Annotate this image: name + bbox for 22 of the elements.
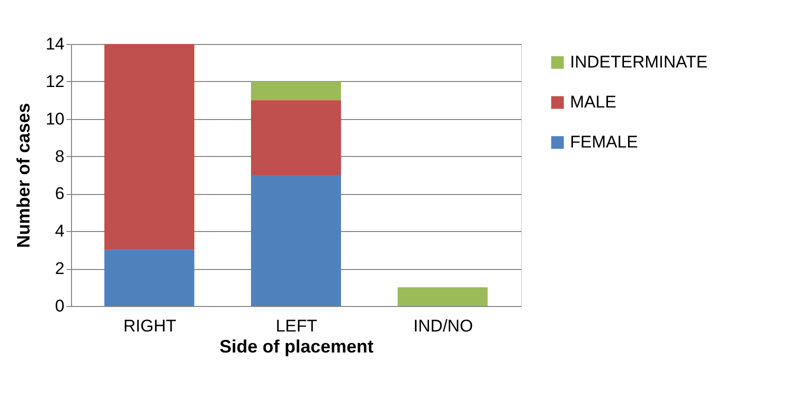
bar [104, 44, 194, 250]
y-tick-label: 0 [55, 296, 64, 316]
x-tick-label: IND/NO [413, 316, 473, 336]
legend-label: MALE [570, 92, 616, 112]
bar [251, 175, 341, 306]
y-tick-label: 12 [46, 72, 64, 91]
y-tick-label: 8 [55, 146, 64, 166]
y-tick-label: 14 [46, 34, 64, 54]
y-tick-label: 6 [55, 184, 64, 204]
x-axis-title: Side of placement [219, 336, 374, 356]
y-tick-label: 2 [55, 259, 64, 278]
y-axis-title: Number of cases [14, 102, 34, 248]
bar [251, 81, 341, 100]
legend-label: FEMALE [570, 132, 638, 152]
bar [251, 100, 341, 175]
bar [104, 250, 194, 306]
x-tick-label: RIGHT [123, 316, 176, 336]
y-tick-label: 4 [55, 222, 64, 241]
legend-label: INDETERMINATE [570, 52, 708, 72]
y-tick-label: 10 [46, 109, 64, 128]
bar [398, 287, 488, 306]
x-tick-label: LEFT [276, 316, 318, 336]
